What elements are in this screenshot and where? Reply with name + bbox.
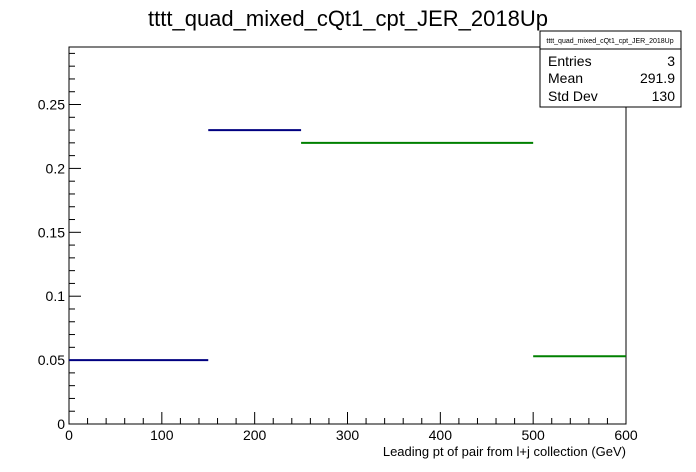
y-tick-label: 0.05 — [38, 352, 65, 368]
x-tick-label: 0 — [65, 427, 73, 443]
stats-stddev-value: 130 — [652, 88, 676, 104]
stats-stddev-label: Std Dev — [548, 88, 598, 104]
stats-box-title: tttt_quad_mixed_cQt1_cpt_JER_2018Up — [546, 38, 673, 45]
y-tick-label: 0.25 — [38, 97, 65, 113]
x-tick-label: 400 — [429, 427, 453, 443]
stats-mean-value: 291.9 — [640, 70, 675, 86]
x-axis: 0 100 200 300 400 500 600 — [65, 412, 638, 443]
x-axis-title: Leading pt of pair from l+j collection (… — [383, 444, 626, 459]
stats-box-frame — [539, 30, 682, 108]
x-tick-label: 200 — [243, 427, 267, 443]
y-tick-label: 0.15 — [38, 224, 65, 240]
x-tick-label: 600 — [614, 427, 638, 443]
x-tick-label: 100 — [150, 427, 174, 443]
stats-box: tttt_quad_mixed_cQt1_cpt_JER_2018Up Entr… — [539, 30, 682, 108]
chart-title: tttt_quad_mixed_cQt1_cpt_JER_2018Up — [148, 6, 548, 31]
stats-entries-value: 3 — [667, 53, 675, 69]
x-tick-label: 300 — [336, 427, 360, 443]
y-tick-label: 0.1 — [46, 288, 66, 304]
histogram-bins — [69, 129, 626, 362]
y-tick-label: 0.2 — [46, 160, 66, 176]
y-axis: 0 0.05 0.1 0.15 0.2 0.25 — [38, 52, 81, 432]
stats-entries-label: Entries — [548, 53, 592, 69]
x-tick-label: 500 — [521, 427, 545, 443]
stats-mean-label: Mean — [548, 70, 583, 86]
y-tick-label: 0 — [57, 416, 65, 432]
